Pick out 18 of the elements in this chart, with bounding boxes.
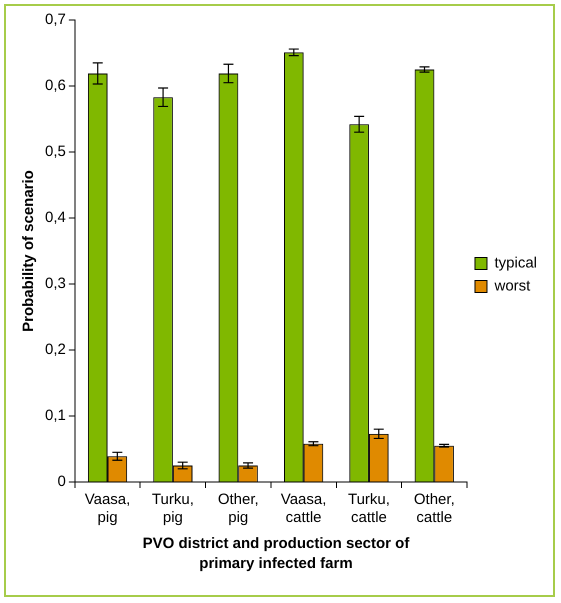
x-tick-label: Vaasa, pig [84,491,130,526]
x-tick-label: Turku, pig [152,491,194,526]
x-axis-title: PVO district and production sector of primary infected farm [142,534,410,574]
x-tick-label: Other, pig [218,491,259,526]
x-tick-label: Turku, cattle [348,491,390,526]
y-tick-label: 0,5 [44,143,66,160]
x-tick-label: Other, cattle [414,491,455,526]
x-tick-label: Vaasa, cattle [280,491,326,526]
y-tick-label: 0,1 [44,407,66,424]
y-tick-label: 0,6 [44,77,66,94]
y-axis-title: Probability of scenario [20,170,38,332]
y-tick-label: 0 [58,473,66,490]
y-tick-label: 0,7 [44,11,66,28]
y-tick-label: 0,4 [44,209,66,226]
legend-label: typical [494,254,538,272]
legend-label: worst [493,278,532,295]
y-tick-label: 0,3 [44,275,66,292]
y-tick-label: 0,2 [44,341,66,358]
